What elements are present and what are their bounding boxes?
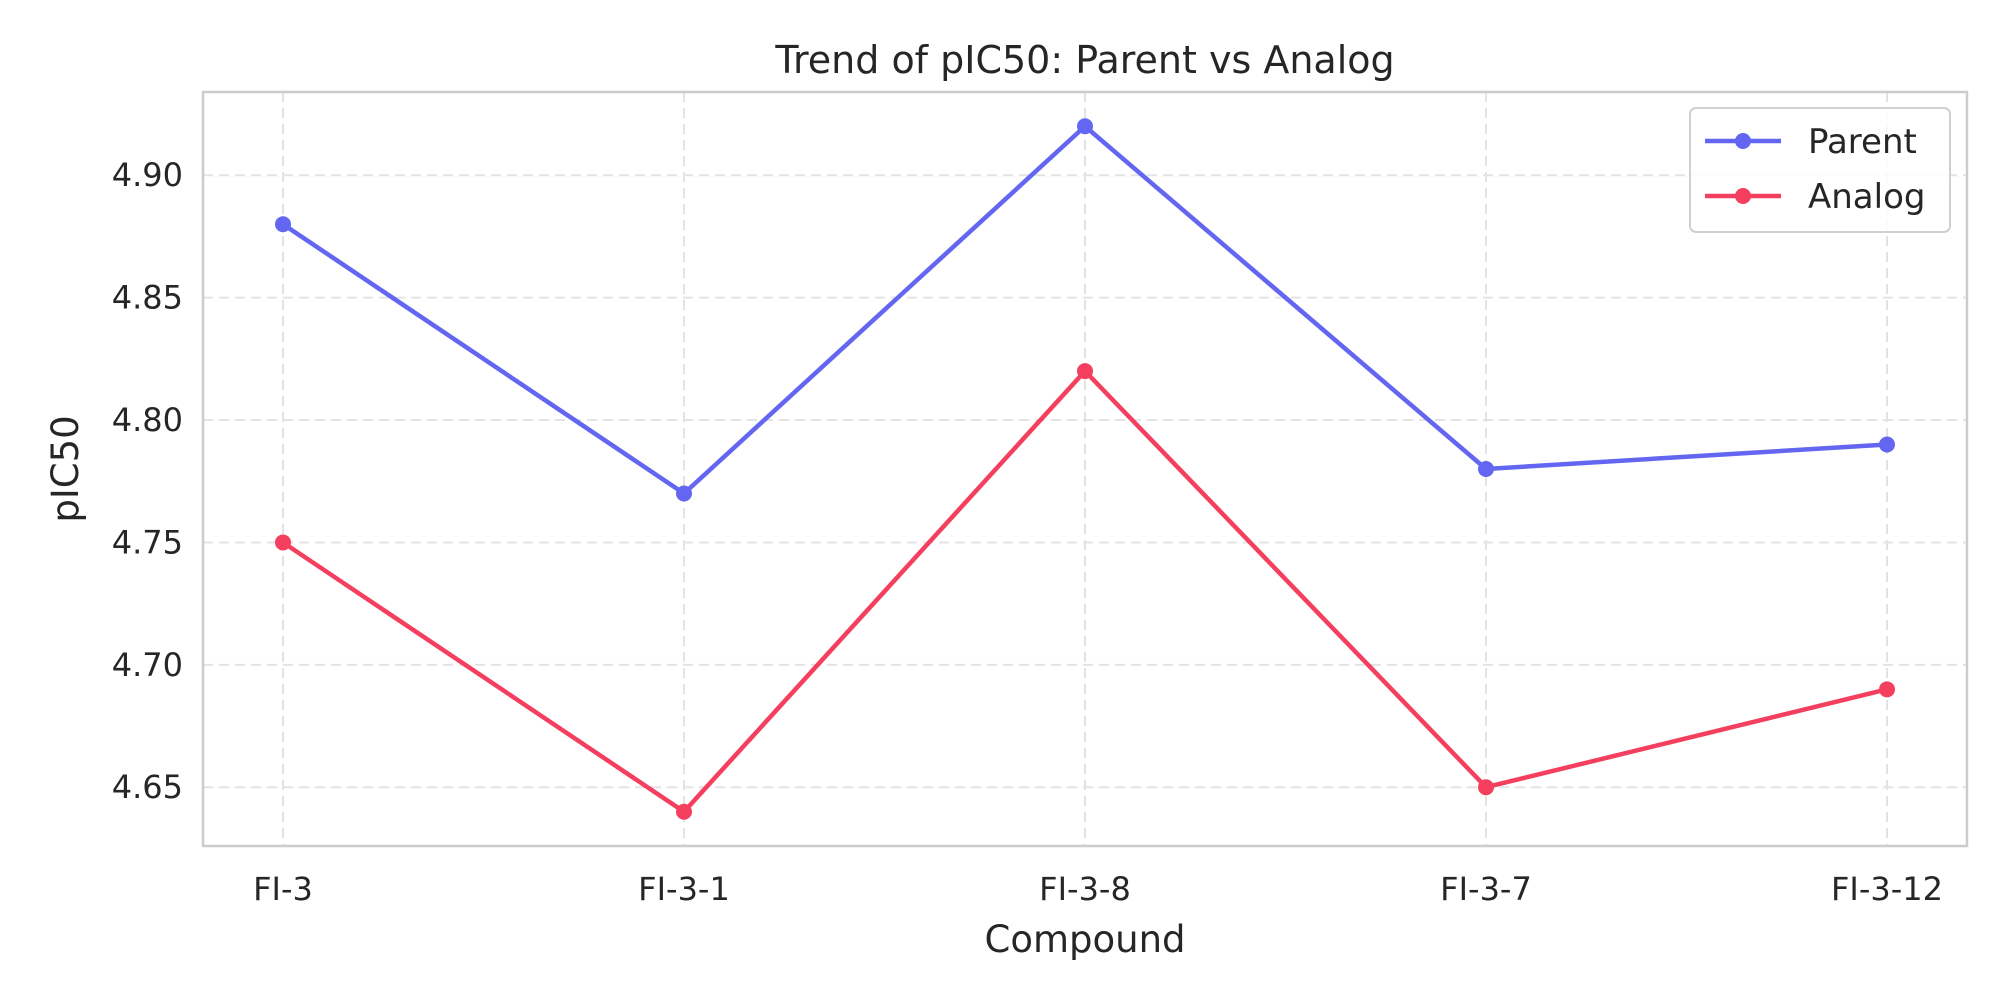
data-point-parent	[1077, 118, 1093, 135]
series-analog	[275, 363, 1895, 820]
y-tick-label: 4.85	[112, 279, 183, 317]
x-axis-title: Compound	[984, 918, 1185, 961]
y-tick-label: 4.75	[112, 523, 183, 561]
x-tick-label: FI-3-1	[638, 870, 730, 908]
legend-item-parent: Parent	[1705, 122, 1917, 162]
x-tick-label: FI-3	[253, 870, 313, 908]
data-point-analog	[1077, 363, 1093, 380]
data-point-analog	[275, 534, 291, 551]
x-axis-ticks: FI-3 FI-3-1 FI-3-8 FI-3-7 FI-3-12	[253, 870, 1943, 908]
x-tick-label: FI-3-12	[1831, 870, 1943, 908]
y-tick-label: 4.90	[112, 156, 183, 194]
y-axis-title: pIC50	[44, 415, 87, 522]
data-point-parent	[676, 485, 692, 502]
y-tick-label: 4.80	[112, 401, 183, 439]
y-tick-label: 4.70	[112, 646, 183, 684]
legend-item-analog: Analog	[1705, 177, 1925, 217]
legend-label: Analog	[1808, 177, 1925, 217]
data-point-analog	[676, 803, 692, 820]
series-layer	[275, 118, 1895, 820]
x-tick-label: FI-3-8	[1039, 870, 1131, 908]
y-axis-ticks: 4.65 4.70 4.75 4.80 4.85 4.90	[112, 156, 183, 806]
x-tick-label: FI-3-7	[1440, 870, 1532, 908]
legend-swatch-marker	[1735, 133, 1751, 149]
legend: Parent Analog	[1689, 107, 1951, 233]
grid	[203, 92, 1967, 846]
plot-frame	[201, 90, 1969, 848]
y-tick-label: 4.65	[112, 768, 183, 806]
data-point-analog	[1879, 681, 1895, 698]
chart-title: Trend of pIC50: Parent vs Analog	[774, 38, 1394, 82]
data-point-parent	[1879, 436, 1895, 453]
data-point-parent	[275, 216, 291, 233]
data-point-analog	[1478, 779, 1494, 796]
legend-label: Parent	[1808, 122, 1917, 162]
legend-swatch-marker	[1735, 188, 1751, 204]
series-parent	[275, 118, 1895, 502]
data-point-parent	[1478, 461, 1494, 477]
legend-items: Parent Analog	[1705, 122, 1925, 217]
